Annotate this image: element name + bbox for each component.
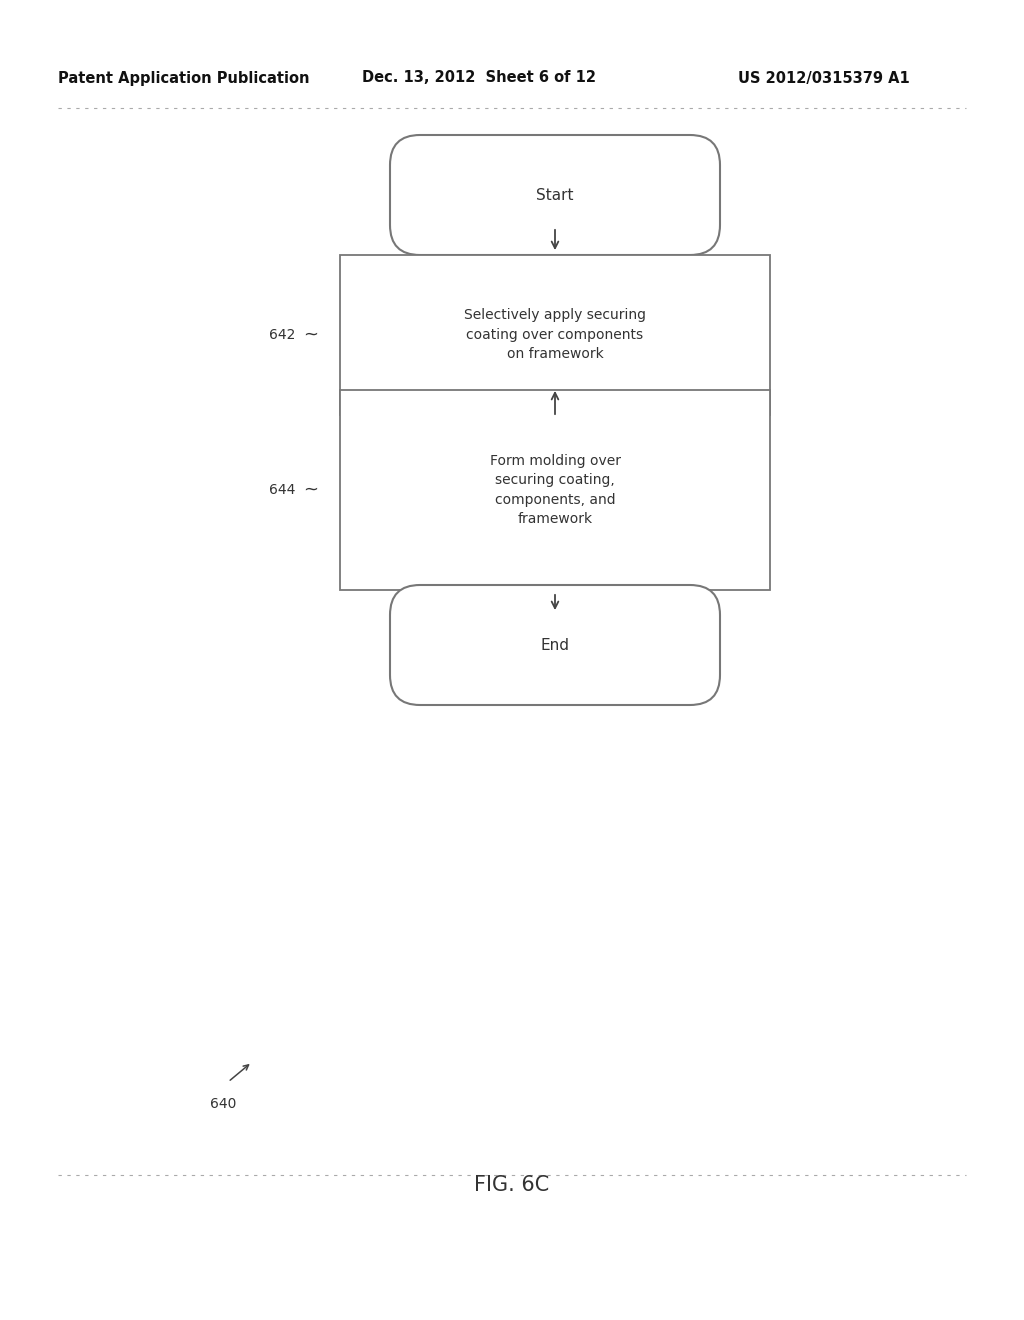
Text: Patent Application Publication: Patent Application Publication bbox=[58, 70, 309, 86]
Text: US 2012/0315379 A1: US 2012/0315379 A1 bbox=[738, 70, 909, 86]
Text: Start: Start bbox=[537, 187, 573, 202]
FancyBboxPatch shape bbox=[390, 585, 720, 705]
Bar bbox=[340, 389, 770, 590]
Text: FIG. 6C: FIG. 6C bbox=[474, 1175, 550, 1195]
Text: ~: ~ bbox=[303, 326, 318, 345]
FancyBboxPatch shape bbox=[390, 135, 720, 255]
Text: ~: ~ bbox=[303, 480, 318, 499]
Bar bbox=[340, 255, 770, 414]
Text: Selectively apply securing
coating over components
on framework: Selectively apply securing coating over … bbox=[464, 309, 646, 362]
Text: Form molding over
securing coating,
components, and
framework: Form molding over securing coating, comp… bbox=[489, 454, 621, 527]
Text: End: End bbox=[541, 638, 569, 652]
Text: 644: 644 bbox=[268, 483, 295, 498]
Text: 642: 642 bbox=[268, 327, 295, 342]
Text: Dec. 13, 2012  Sheet 6 of 12: Dec. 13, 2012 Sheet 6 of 12 bbox=[362, 70, 596, 86]
Text: 640: 640 bbox=[210, 1097, 237, 1111]
